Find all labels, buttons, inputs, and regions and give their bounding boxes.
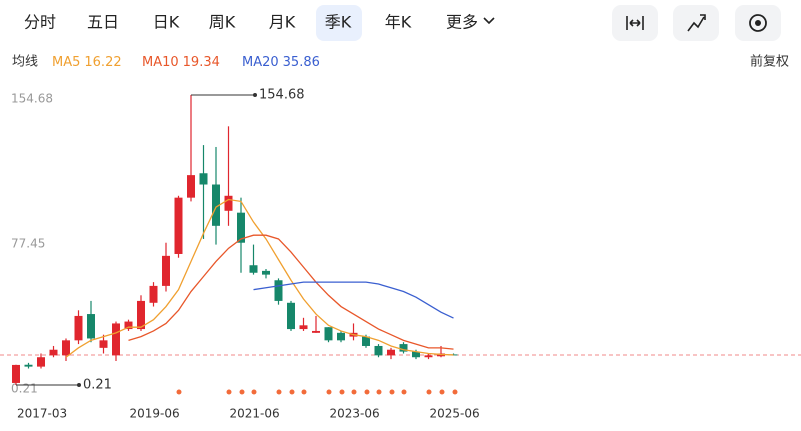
candle-body — [362, 336, 370, 346]
event-dot — [376, 389, 382, 395]
legend-title: 均线 — [12, 55, 38, 70]
max-marker-label: 154.68 — [259, 88, 305, 103]
candle-body — [374, 345, 383, 356]
x-tick-label: 2023-06 — [330, 407, 380, 421]
candle-body — [399, 344, 408, 352]
ma-line — [128, 234, 454, 350]
indicator-icon — [749, 14, 767, 32]
candle-body — [299, 325, 308, 330]
event-dot — [276, 389, 282, 395]
legend-name: MA5 — [52, 55, 80, 70]
legend-value: 19.34 — [183, 55, 220, 70]
adjust-label[interactable]: 前复权 — [750, 54, 789, 70]
tab[interactable]: 更多 — [446, 13, 478, 32]
legend-entry: MA5 16.22 — [52, 55, 122, 70]
toolbar-buttons — [612, 5, 781, 41]
candle-body — [249, 265, 258, 273]
event-dots — [176, 389, 458, 395]
candle-body — [12, 364, 20, 383]
candle-body — [49, 349, 58, 356]
tab[interactable]: 季K — [325, 13, 352, 32]
legend-value: 16.22 — [84, 55, 121, 70]
candle-body — [149, 285, 158, 303]
event-dot — [401, 389, 407, 395]
active-tab-bg — [316, 5, 362, 41]
candle-body — [199, 173, 208, 185]
candle-body — [287, 302, 295, 330]
tab[interactable]: 月K — [269, 13, 296, 32]
ma-line — [65, 198, 454, 358]
indicator-icon-dot — [755, 20, 761, 26]
ma-line — [253, 281, 454, 319]
fit-icon — [626, 16, 644, 30]
candle-body — [124, 321, 133, 330]
candle-body — [262, 270, 270, 275]
candle-body — [187, 175, 195, 198]
candle-body — [74, 315, 83, 341]
legend-entry: MA10 19.34 — [142, 55, 220, 70]
event-dot — [176, 389, 182, 395]
candle-body — [24, 364, 33, 367]
legend-entry: MA20 35.86 — [242, 55, 320, 70]
candle-body — [387, 349, 395, 356]
x-tick-label: 2017-03 — [17, 407, 67, 421]
candle-body — [137, 300, 145, 330]
candle-body — [324, 327, 333, 341]
event-dot — [389, 389, 395, 395]
y-tick-label: 0.21 — [11, 382, 38, 396]
more-chevron[interactable] — [483, 17, 495, 25]
min-marker-dot — [77, 383, 81, 387]
max-marker-dot — [253, 93, 257, 97]
event-dot — [364, 389, 370, 395]
event-dot — [289, 389, 295, 395]
tab[interactable]: 周K — [209, 13, 236, 32]
event-dot — [226, 389, 232, 395]
candle-body — [224, 195, 233, 211]
event-dot — [452, 389, 458, 395]
event-dot — [301, 389, 307, 395]
event-dot — [251, 389, 257, 395]
candle-body — [212, 184, 220, 226]
candle-body — [237, 212, 245, 243]
draw-button[interactable] — [673, 5, 719, 41]
candle-body — [412, 351, 420, 358]
tab[interactable]: 日K — [153, 13, 180, 32]
legend-name: MA20 — [242, 55, 279, 70]
x-tick-label: 2021-06 — [230, 407, 280, 421]
candle-body — [37, 357, 45, 367]
candle-body — [162, 255, 170, 286]
legend-name: MA10 — [142, 55, 179, 70]
event-dot — [239, 389, 245, 395]
candle-body — [337, 332, 345, 341]
candle-body — [174, 197, 183, 254]
event-dot — [439, 389, 445, 395]
candle-body — [112, 323, 120, 356]
candle-body — [62, 340, 70, 356]
tab[interactable]: 年K — [385, 13, 412, 32]
event-dot — [339, 389, 345, 395]
y-tick-label: 154.68 — [11, 92, 53, 106]
min-marker-label: 0.21 — [83, 378, 112, 393]
tab[interactable]: 分时 — [24, 13, 56, 32]
event-dot — [351, 389, 357, 395]
x-tick-label: 2019-06 — [130, 407, 180, 421]
candle-body — [99, 340, 108, 348]
draw-icon — [687, 14, 706, 32]
y-tick-label: 77.45 — [11, 236, 45, 250]
tab[interactable]: 五日 — [87, 13, 119, 32]
candle-body — [424, 355, 433, 358]
event-dot — [426, 389, 432, 395]
candle-body — [312, 330, 320, 333]
candle-body — [87, 314, 95, 339]
x-tick-label: 2025-06 — [430, 407, 480, 421]
candle-body — [274, 280, 283, 301]
legend-value: 35.86 — [283, 55, 320, 70]
event-dot — [326, 389, 332, 395]
